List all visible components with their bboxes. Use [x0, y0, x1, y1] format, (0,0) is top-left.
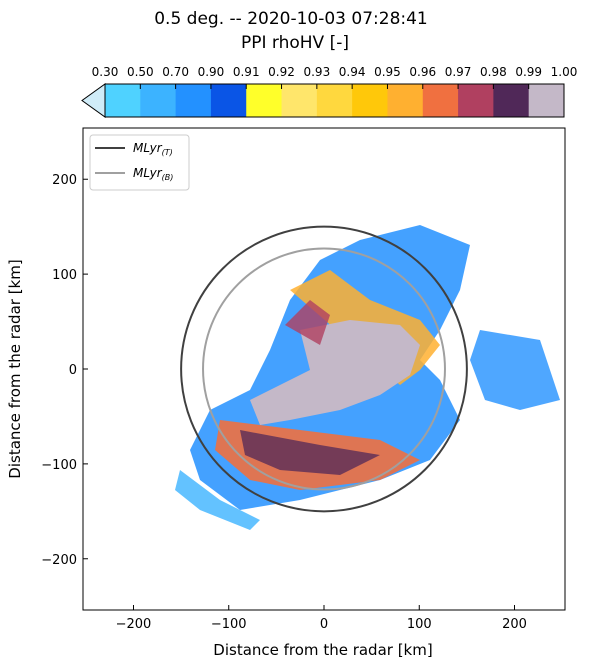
- radar-echo: [175, 225, 560, 530]
- colorbar-box: [493, 84, 530, 117]
- colorbar-box: [281, 84, 318, 117]
- legend-name: MLyr: [133, 166, 163, 180]
- x-axis-label: Distance from the radar [km]: [213, 641, 432, 659]
- colorbar-tick-label: 0.96: [409, 65, 436, 79]
- colorbar-box: [210, 84, 247, 117]
- melting-layer-circle: [180, 225, 468, 513]
- colorbar-tick-label: 0.90: [198, 65, 225, 79]
- y-tick-label: 0: [69, 363, 77, 378]
- colorbar-tick-label: 0.93: [303, 65, 330, 79]
- colorbar-box: [528, 84, 565, 117]
- colorbar-tick-label: 0.95: [374, 65, 401, 79]
- x-tick-label: 200: [502, 617, 527, 632]
- colorbar-box: [105, 84, 141, 117]
- x-tick-label: −100: [211, 617, 247, 632]
- colorbar-tick-label: 0.97: [445, 65, 472, 79]
- chart-title: 0.5 deg. -- 2020-10-03 07:28:41: [154, 9, 428, 29]
- colorbar-tick-label: 0.91: [233, 65, 260, 79]
- colorbar-box: [246, 84, 283, 117]
- colorbar-tick-label: 0.92: [268, 65, 295, 79]
- colorbar-box: [458, 84, 494, 117]
- y-tick-label: −100: [41, 458, 77, 473]
- legend-label: MLyr(B): [133, 166, 173, 182]
- plot-area: −200 −100 0 100 200 −200 −100 0 100 200: [41, 173, 527, 632]
- legend-subscript: (T): [162, 148, 173, 157]
- colorbar-tick-label: 0.98: [480, 65, 507, 79]
- colorbar-box: [316, 84, 353, 117]
- x-tick-label: 0: [320, 617, 328, 632]
- x-tick-label: 100: [407, 617, 432, 632]
- x-tick-label: −200: [116, 617, 152, 632]
- colorbar-box: [140, 84, 177, 117]
- colorbar-tick-label: 1.00: [551, 65, 578, 79]
- melting-layer-circle: [202, 247, 446, 491]
- colorbar-tick-label: 0.99: [515, 65, 542, 79]
- colorbar-tick-label: 0.50: [127, 65, 154, 79]
- y-axis-label: Distance from the radar [km]: [6, 259, 24, 478]
- colorbar-box: [387, 84, 424, 117]
- legend-name: MLyr: [133, 141, 163, 155]
- colorbar-tick-label: 0.94: [339, 65, 366, 79]
- legend-subscript: (B): [162, 173, 174, 182]
- y-tick-label: 100: [52, 268, 77, 283]
- colorbar-box: [422, 84, 459, 117]
- colorbar: 0.30 0.50 0.70 0.90 0.91 0.92 0.93 0.94 0.95 0.96…: [81, 65, 578, 118]
- y-tick-label: 200: [52, 173, 77, 188]
- colorbar-tick-label: 0.30: [92, 65, 119, 79]
- colorbar-tick-label: 0.70: [162, 65, 189, 79]
- legend-label: MLyr(T): [133, 141, 173, 157]
- y-tick-label: −200: [41, 553, 77, 568]
- colorbar-box: [175, 84, 212, 117]
- colorbar-extend: [81, 83, 106, 118]
- colorbar-frame: [104, 83, 565, 118]
- colorbar-box: [352, 84, 388, 117]
- chart-subtitle: PPI rhoHV [-]: [241, 33, 349, 53]
